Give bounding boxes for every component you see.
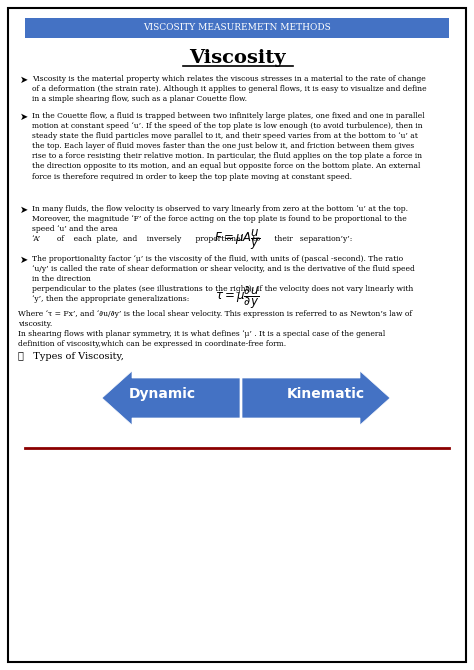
Text: Kinematic: Kinematic	[287, 387, 365, 401]
FancyBboxPatch shape	[8, 8, 466, 662]
FancyArrow shape	[242, 371, 390, 425]
Text: Viscosity: Viscosity	[189, 49, 285, 67]
FancyArrow shape	[102, 371, 240, 425]
Text: Viscosity is the material property which relates the viscous stresses in a mater: Viscosity is the material property which…	[32, 75, 427, 103]
Text: ➤: ➤	[20, 75, 28, 85]
Text: ➤: ➤	[20, 205, 28, 215]
Text: Where ‘τ = Fx’, and ‘∂u/∂y’ is the local shear velocity. This expression is refe: Where ‘τ = Fx’, and ‘∂u/∂y’ is the local…	[18, 310, 412, 348]
Text: ➤: ➤	[20, 255, 28, 265]
Text: $\tau = \mu\dfrac{\partial u}{\partial y}$: $\tau = \mu\dfrac{\partial u}{\partial y…	[215, 285, 259, 312]
Text: ➤: ➤	[20, 112, 28, 122]
Text: Dynamic: Dynamic	[128, 387, 196, 401]
Text: $F = \mu A\dfrac{u}{y}$: $F = \mu A\dfrac{u}{y}$	[214, 228, 260, 253]
Text: VISCOSITY MEASUREMETN METHODS: VISCOSITY MEASUREMETN METHODS	[143, 23, 331, 33]
FancyBboxPatch shape	[25, 18, 449, 38]
Text: ➤   Types of Viscosity,: ➤ Types of Viscosity,	[18, 352, 124, 361]
Text: In many fluids, the flow velocity is observed to vary linearly from zero at the : In many fluids, the flow velocity is obs…	[32, 205, 408, 243]
Text: The proportionality factor ‘μ’ is the viscosity of the fluid, with units of (pas: The proportionality factor ‘μ’ is the vi…	[32, 255, 415, 304]
Text: In the Couette flow, a fluid is trapped between two infinitely large plates, one: In the Couette flow, a fluid is trapped …	[32, 112, 425, 181]
